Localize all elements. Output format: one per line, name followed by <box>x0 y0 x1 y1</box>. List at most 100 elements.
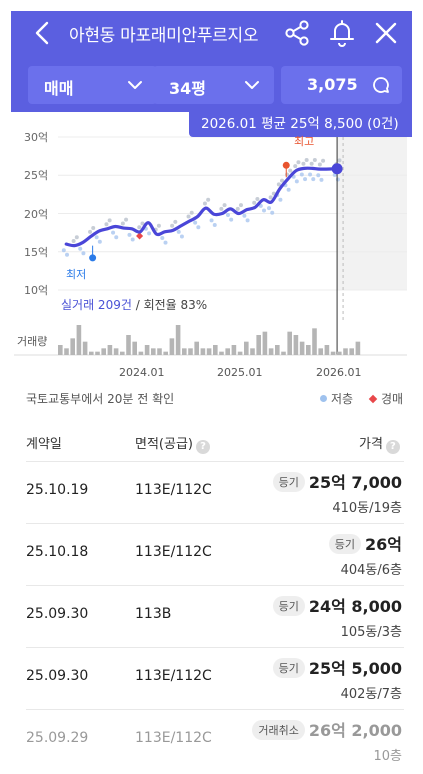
table-row[interactable]: 25.10.18 113E/112C 등기 26억 404동/6층 <box>0 523 423 585</box>
chat-bubble-icon <box>373 77 389 93</box>
table-row[interactable]: 25.09.29 113E/112C 거래취소 26억 2,000 10층 <box>0 709 423 771</box>
row-price: 25억 7,000 <box>308 473 402 492</box>
table-row[interactable]: 25.10.19 113E/112C 등기 25억 7,000 410동/19층 <box>0 461 423 523</box>
volume-bar <box>312 328 317 355</box>
volume-bar <box>293 335 299 355</box>
volume-bar <box>337 351 342 355</box>
trade-dot <box>88 229 93 234</box>
volume-bar <box>151 348 156 355</box>
trade-dot <box>160 235 165 240</box>
volume-bar <box>126 335 131 355</box>
y-tick-label: 25억 <box>24 169 49 182</box>
trade-dot <box>65 252 70 257</box>
row-price-box: 등기 25억 7,000 410동/19층 <box>272 469 402 516</box>
trade-dot <box>229 217 234 222</box>
column-header-area-label: 면적(공급) <box>135 437 193 452</box>
volume-bar <box>76 325 82 355</box>
trade-dot <box>71 239 76 244</box>
volume-bar <box>157 348 162 355</box>
trade-dot <box>61 248 66 253</box>
column-header-date: 계약일 <box>26 437 62 452</box>
trade-dot <box>104 222 109 227</box>
trade-dot <box>186 214 191 219</box>
area-size-dropdown[interactable]: 34평 <box>153 66 274 104</box>
trade-dot <box>114 235 119 240</box>
registered-badge: 등기 <box>328 534 361 554</box>
y-tick-label: 20억 <box>24 208 49 221</box>
trade-count: 실거래 209건 <box>61 298 132 312</box>
volume-bar <box>256 335 261 355</box>
volume-bar <box>206 348 212 355</box>
row-price: 25억 5,000 <box>308 659 402 678</box>
trade-dot <box>196 225 201 230</box>
legend-low-floor: 저층 <box>320 390 353 407</box>
max-price-label: 최고 <box>294 135 315 148</box>
trade-dot <box>335 177 340 182</box>
comments-button[interactable]: 3,075 <box>281 66 402 104</box>
trade-dot <box>222 203 227 208</box>
x-tick-label: 2025.01 <box>217 366 263 379</box>
table-row[interactable]: 25.09.30 113E/112C 등기 25억 5,000 402동/7층 <box>0 647 423 709</box>
area-size-label: 34평 <box>169 79 206 98</box>
help-icon[interactable]: ? <box>385 440 400 454</box>
trade-dot <box>270 210 275 215</box>
trade-dot <box>163 240 168 245</box>
trade-dot <box>288 168 293 173</box>
volume-bar <box>120 351 125 355</box>
bell-icon[interactable] <box>327 18 357 48</box>
data-source-note: 국토교통부에서 20분 전 확인 <box>26 392 175 406</box>
trade-dot <box>120 221 125 226</box>
row-building-floor: 410동/19층 <box>332 501 402 516</box>
volume-bar <box>169 338 175 355</box>
trade-dot <box>202 201 207 206</box>
volume-bar <box>95 351 100 355</box>
trade-dot <box>170 223 175 228</box>
row-price: 24억 8,000 <box>308 597 402 616</box>
column-header-area: 면적(공급)? <box>135 433 210 454</box>
back-arrow-icon[interactable] <box>29 19 57 47</box>
trade-dot <box>130 237 135 242</box>
volume-label: 거래량 <box>17 335 48 348</box>
trade-dot <box>319 177 324 182</box>
row-building-floor: 105동/3층 <box>340 625 402 640</box>
min-marker <box>89 254 97 262</box>
trade-dot <box>317 162 322 167</box>
divider <box>26 647 404 648</box>
volume-bar <box>250 348 255 355</box>
close-icon[interactable] <box>372 19 400 47</box>
y-tick-label: 30억 <box>24 131 49 144</box>
share-icon[interactable] <box>283 19 311 47</box>
trade-dot <box>311 177 316 182</box>
trade-dot <box>193 220 198 225</box>
table-row[interactable]: 25.09.30 113B 등기 24억 8,000 105동/3층 <box>0 585 423 647</box>
volume-bar <box>113 348 119 355</box>
x-tick-label: 2026.01 <box>316 366 362 379</box>
trade-dot <box>124 217 129 222</box>
row-date: 25.10.18 <box>26 544 89 560</box>
trade-dot <box>156 223 161 228</box>
volume-bar <box>107 345 113 355</box>
column-header-price: 가격? <box>359 433 400 454</box>
help-icon[interactable]: ? <box>195 440 210 454</box>
trade-dot <box>286 187 291 192</box>
volume-bar <box>244 341 249 355</box>
volume-bar <box>355 341 361 355</box>
trade-dot <box>262 208 267 213</box>
trade-dot <box>312 157 317 162</box>
trade-type-dropdown[interactable]: 매매 <box>28 66 157 104</box>
volume-bar <box>299 341 305 355</box>
price-chart-svg <box>14 136 407 356</box>
trade-dot <box>107 218 112 223</box>
row-area: 113E/112C <box>135 668 212 684</box>
trade-dot <box>285 172 290 177</box>
row-date: 25.09.30 <box>26 668 89 684</box>
volume-bar <box>219 351 224 355</box>
trade-dot <box>280 178 285 183</box>
registered-badge: 등기 <box>272 658 305 678</box>
price-chart[interactable] <box>0 112 423 386</box>
trade-dot <box>321 158 326 163</box>
volume-bar <box>343 348 348 355</box>
trade-dot <box>140 221 145 226</box>
row-price-box: 거래취소 26억 2,000 10층 <box>252 717 402 764</box>
min-price-label: 최저 <box>66 268 87 281</box>
